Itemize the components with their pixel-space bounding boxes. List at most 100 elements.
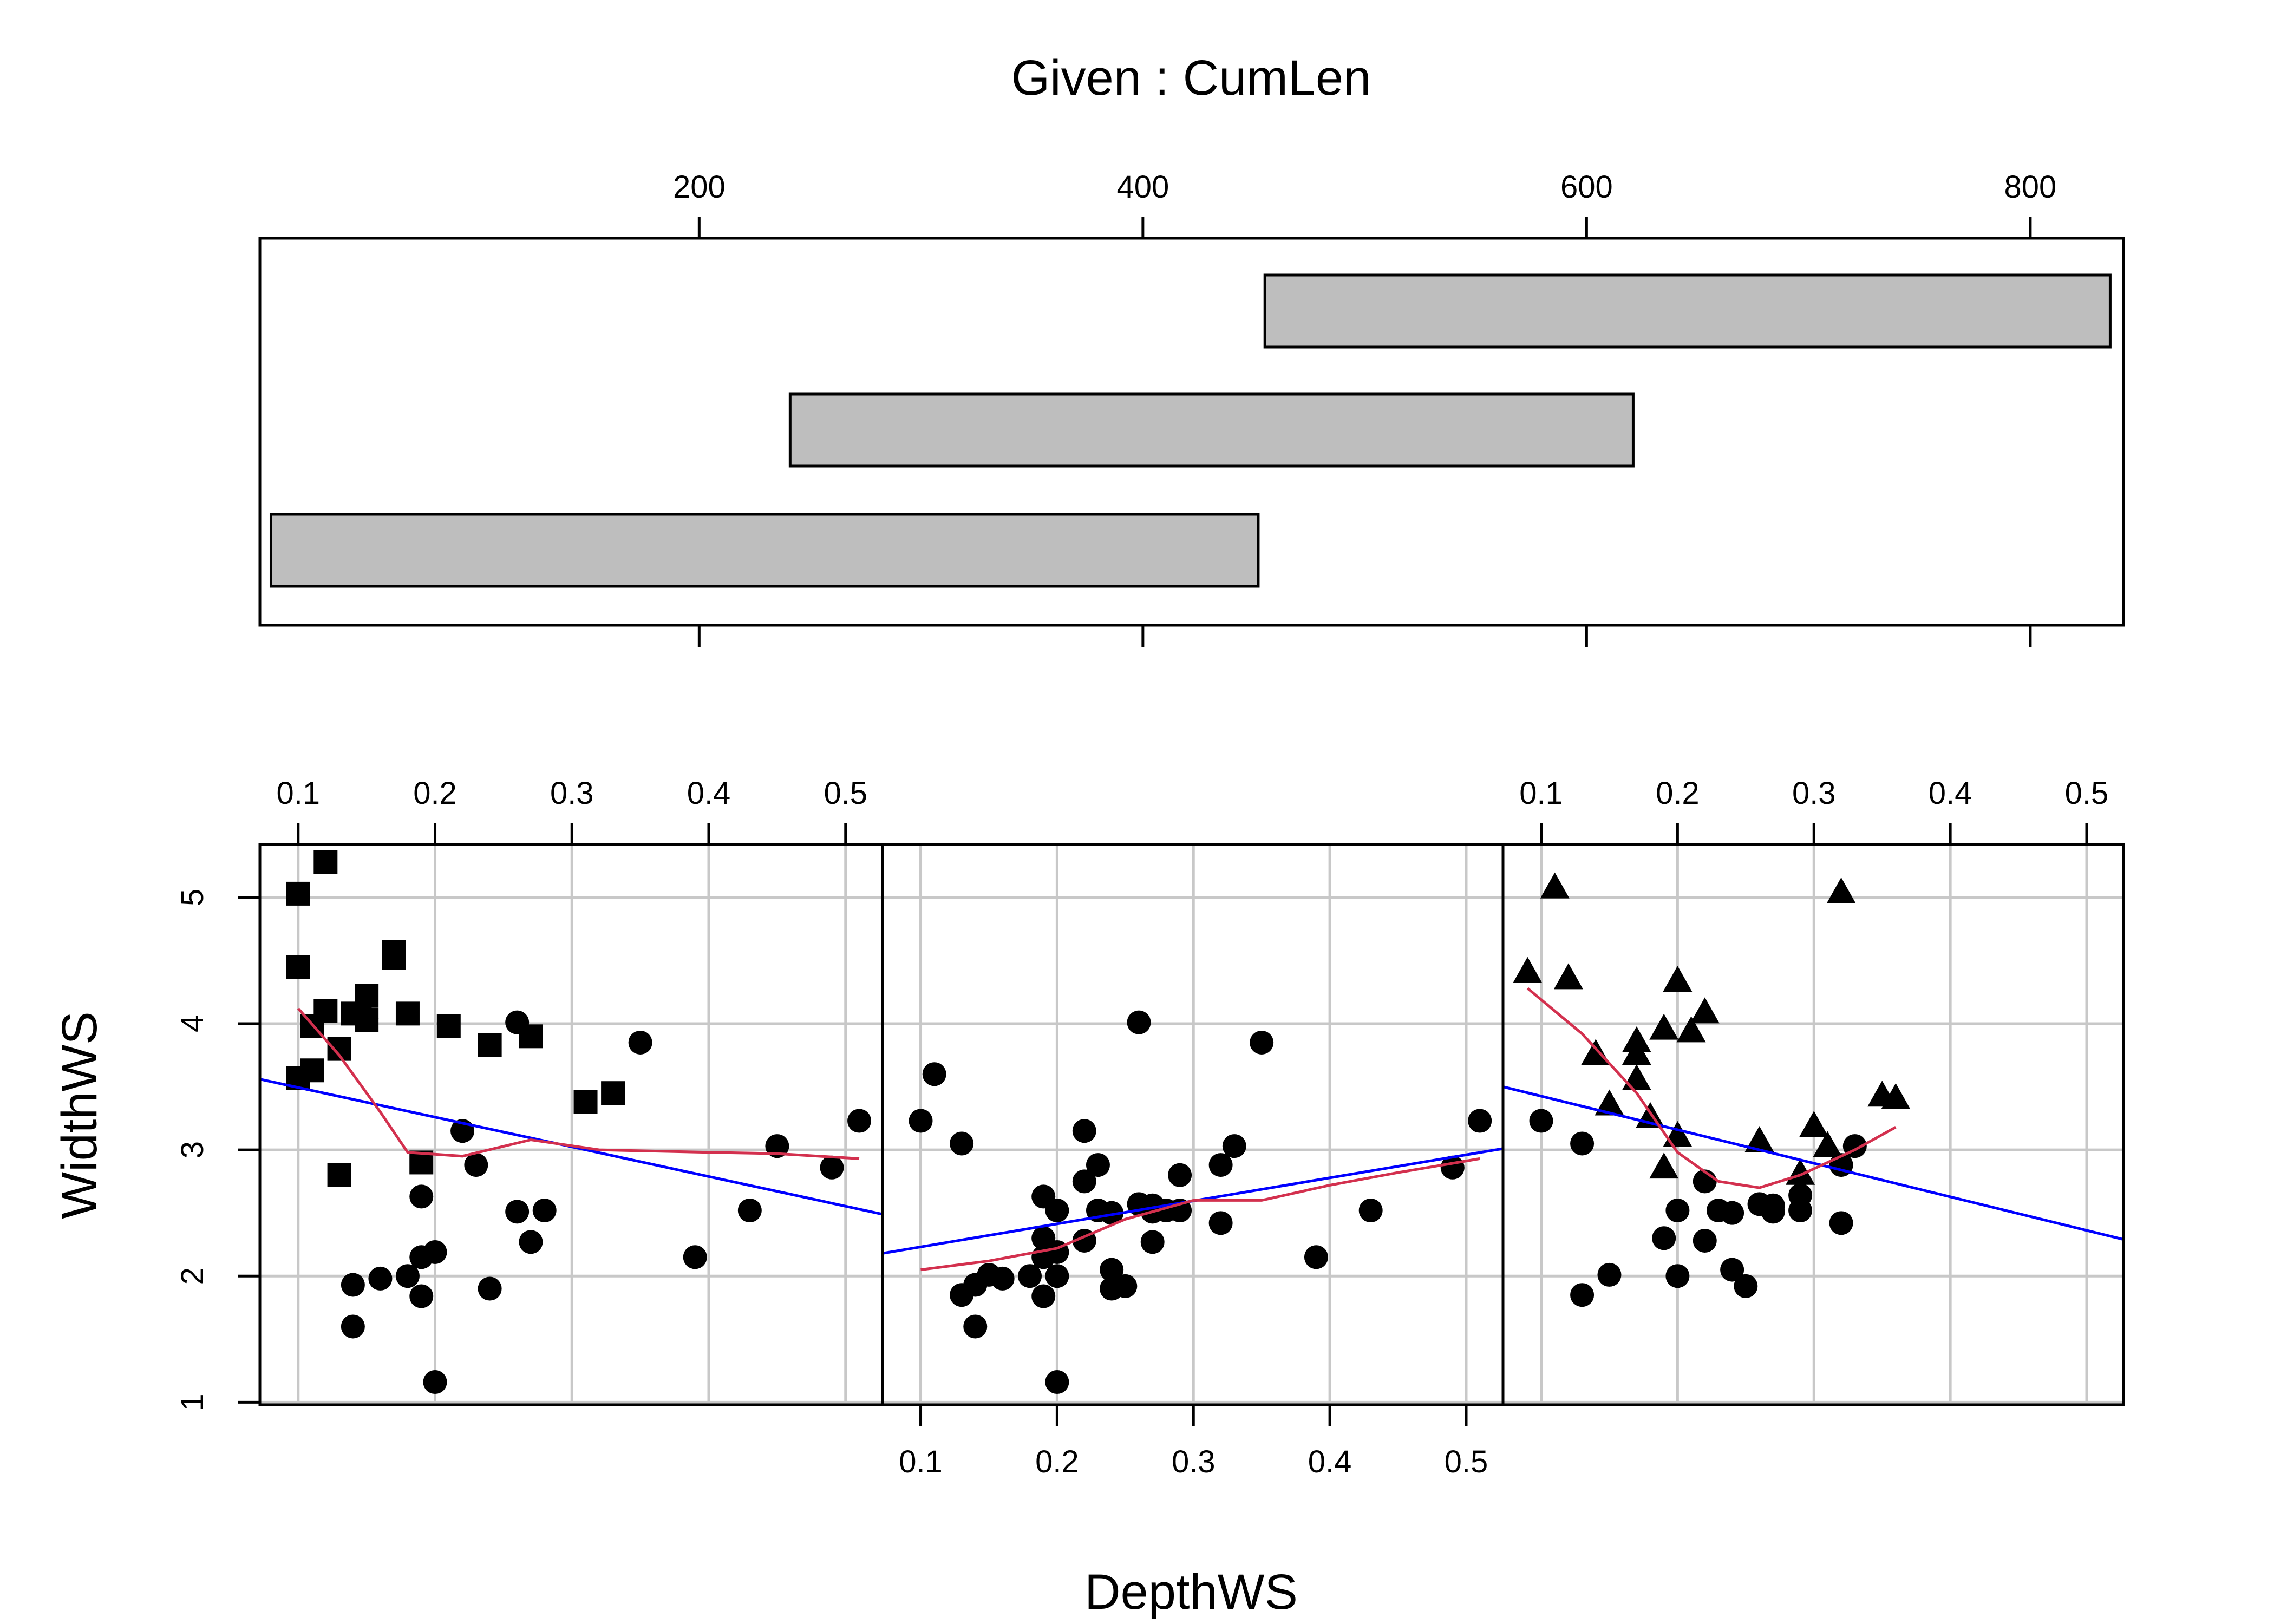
- x-tick-label: 0.1: [276, 776, 320, 811]
- data-point-circle: [1304, 1245, 1328, 1269]
- data-point-triangle: [1744, 1126, 1774, 1152]
- given-tick-label: 400: [1116, 169, 1169, 205]
- panel-content: [883, 1010, 1503, 1394]
- data-point-circle: [950, 1131, 974, 1156]
- data-point-circle: [1652, 1226, 1676, 1250]
- data-point-triangle: [1826, 877, 1856, 903]
- data-point-circle: [820, 1155, 844, 1180]
- y-axis-title: WidthWS: [52, 1011, 107, 1219]
- data-point-square: [601, 1081, 625, 1105]
- panel-content: [1503, 872, 2123, 1307]
- x-tick-label: 0.4: [1929, 776, 1972, 811]
- given-tick-label: 600: [1560, 169, 1613, 205]
- y-tick-label: 5: [175, 889, 210, 906]
- data-point-triangle: [1799, 1111, 1829, 1137]
- panel-content: [260, 850, 883, 1394]
- x-tick-label: 0.2: [1035, 1444, 1079, 1479]
- data-point-triangle: [1690, 997, 1720, 1024]
- x-tick-label: 0.2: [413, 776, 457, 811]
- data-point-circle: [1665, 1199, 1690, 1223]
- data-point-square: [436, 1014, 461, 1038]
- data-point-circle: [1140, 1230, 1165, 1254]
- data-point-circle: [1761, 1200, 1785, 1224]
- data-point-circle: [1018, 1264, 1042, 1288]
- y-tick-label: 1: [175, 1393, 210, 1411]
- y-tick-label: 2: [175, 1267, 210, 1285]
- data-point-circle: [1168, 1163, 1192, 1187]
- data-point-circle: [1829, 1211, 1853, 1235]
- x-axis-title: DepthWS: [1084, 1564, 1298, 1620]
- data-point-circle: [532, 1199, 557, 1223]
- data-point-circle: [1072, 1169, 1096, 1194]
- data-point-triangle: [1513, 957, 1543, 983]
- x-tick-label: 0.2: [1656, 776, 1700, 811]
- data-point-circle: [1072, 1119, 1096, 1143]
- data-point-circle: [990, 1266, 1015, 1291]
- x-tick-label: 0.3: [1792, 776, 1836, 811]
- data-point-circle: [628, 1030, 652, 1055]
- given-frame: [258, 237, 2125, 627]
- linear-fit-line: [1503, 1085, 2123, 1241]
- data-point-circle: [922, 1062, 946, 1086]
- data-point-square: [382, 946, 406, 970]
- data-point-circle: [341, 1273, 365, 1297]
- data-point-circle: [1100, 1201, 1124, 1225]
- data-point-circle: [519, 1230, 543, 1254]
- data-point-triangle: [1622, 1039, 1651, 1065]
- data-point-triangle: [1540, 872, 1570, 899]
- given-interval-bar: [1263, 273, 2112, 349]
- data-point-circle: [395, 1264, 420, 1288]
- data-point-circle: [1529, 1109, 1553, 1133]
- data-point-circle: [1734, 1274, 1758, 1298]
- smoother-line: [297, 1007, 860, 1160]
- data-point-circle: [1113, 1274, 1138, 1298]
- data-point-circle: [505, 1200, 530, 1224]
- x-tick-label: 0.5: [824, 776, 867, 811]
- given-title: Given : CumLen: [1011, 50, 1371, 106]
- data-point-triangle: [1676, 1016, 1706, 1043]
- data-point-square: [313, 850, 338, 874]
- given-ticks: 200 400 600 800: [673, 169, 2056, 647]
- data-point-circle: [1358, 1199, 1383, 1223]
- data-point-circle: [1222, 1134, 1246, 1158]
- data-point-circle: [1031, 1284, 1056, 1308]
- data-point-circle: [909, 1109, 933, 1133]
- data-point-triangle: [1813, 1131, 1842, 1157]
- x-tick-label: 0.5: [1445, 1444, 1488, 1479]
- data-point-circle: [1208, 1153, 1233, 1177]
- data-point-square: [286, 955, 310, 979]
- panel-axes: 0.1 0.2 0.3 0.4 0.5 0.1 0.2 0.3 0.4 0.5 0.1 0.2 0.3 0…: [175, 776, 2108, 1479]
- data-point-triangle: [1649, 1152, 1679, 1179]
- data-point-circle: [1045, 1264, 1069, 1288]
- data-point-circle: [409, 1184, 434, 1209]
- smoother-line: [1526, 987, 1897, 1189]
- data-point-circle: [1468, 1109, 1492, 1133]
- given-interval-bar: [269, 513, 1260, 588]
- x-tick-label: 0.4: [1308, 1444, 1352, 1479]
- data-point-circle: [341, 1314, 365, 1339]
- data-point-circle: [683, 1245, 707, 1269]
- x-tick-label: 0.1: [1519, 776, 1563, 811]
- data-point-circle: [1100, 1258, 1124, 1282]
- x-tick-label: 0.4: [687, 776, 731, 811]
- data-point-circle: [737, 1199, 762, 1223]
- data-point-circle: [478, 1276, 502, 1301]
- panel-3: [1501, 843, 2125, 1406]
- data-point-circle: [1720, 1201, 1744, 1225]
- data-point-circle: [1720, 1258, 1744, 1282]
- data-point-square: [519, 1024, 543, 1049]
- data-point-triangle: [1881, 1083, 1911, 1109]
- data-point-square: [286, 881, 310, 906]
- data-point-circle: [1045, 1199, 1069, 1223]
- data-point-circle: [1570, 1131, 1595, 1156]
- data-point-square: [478, 1033, 502, 1057]
- y-tick-label: 4: [175, 1015, 210, 1032]
- data-point-circle: [765, 1134, 789, 1158]
- data-point-circle: [1665, 1264, 1690, 1288]
- data-point-square: [395, 1001, 420, 1026]
- data-point-triangle: [1553, 963, 1583, 990]
- data-point-triangle: [1649, 1013, 1679, 1040]
